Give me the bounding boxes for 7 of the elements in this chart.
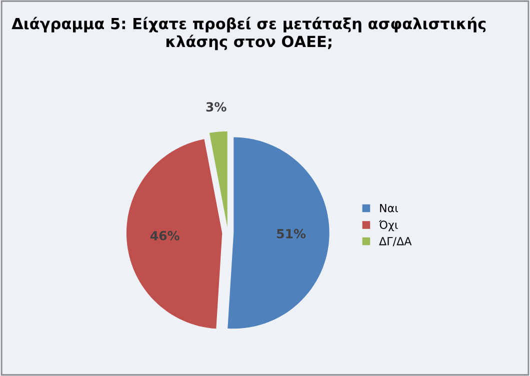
- chart-title: Διάγραμμα 5: Είχατε προβεί σε μετάταξη ασφαλιστικής κλάσης στον ΟΑΕΕ;: [12, 16, 486, 50]
- data-label: 51%: [277, 228, 306, 238]
- data-label: 46%: [150, 230, 180, 240]
- legend-label: ΔΓ/ΔΑ: [379, 237, 412, 246]
- legend-label: Ναι: [380, 204, 398, 212]
- data-label: 3%: [206, 102, 226, 112]
- legend-label: Όχι: [378, 220, 398, 232]
